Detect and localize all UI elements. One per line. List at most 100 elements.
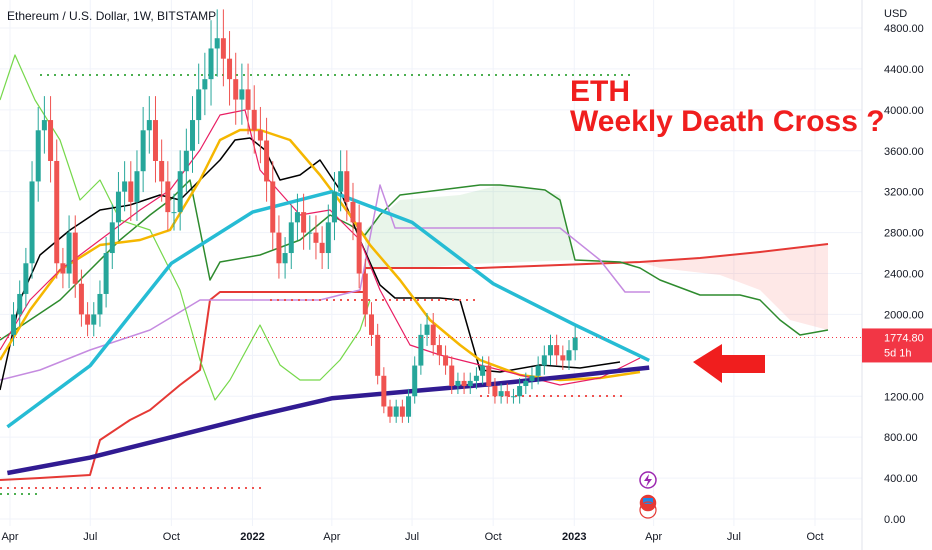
candle-body [455, 380, 461, 387]
candle-body [128, 181, 134, 202]
candle-body [196, 89, 202, 121]
candle-body [369, 314, 375, 335]
cloud-bearish [640, 244, 828, 330]
last-price-countdown: 5d 1h [884, 347, 912, 359]
kijun-line [0, 137, 621, 391]
candle-body [381, 375, 387, 407]
time-tick-label: Jul [405, 531, 419, 543]
candle-body [208, 48, 214, 80]
candle-body [566, 350, 572, 361]
price-axis: 0.00400.00800.001200.001600.002000.00240… [861, 0, 924, 550]
symbol-title[interactable]: Ethereum / U.S. Dollar, 1W, BITSTAMP [7, 9, 217, 23]
candle-body [85, 314, 91, 325]
time-tick-label: 2023 [562, 531, 586, 543]
candle-body [338, 171, 344, 192]
annotation-eth: ETH [570, 75, 630, 108]
candle-body [91, 314, 97, 325]
candle-body [72, 232, 78, 284]
candle-body [48, 120, 54, 161]
candle-body [282, 253, 288, 264]
candle-body [473, 375, 479, 381]
candle-body [97, 293, 103, 315]
candle-body [560, 355, 566, 361]
candle-body [492, 386, 498, 397]
candle-body [331, 191, 337, 223]
price-axis-currency: USD [884, 8, 907, 20]
annotation-death-cross: Weekly Death Cross ? [570, 105, 885, 138]
candle-body [449, 365, 455, 387]
candle-body [517, 386, 523, 397]
candle-body [467, 380, 473, 387]
candle-body [276, 232, 282, 264]
candle-body [362, 273, 368, 315]
candle-body [418, 334, 424, 366]
price-tick-label: 1200.00 [884, 391, 924, 403]
candle-body [461, 380, 467, 387]
candle-body [393, 406, 399, 417]
price-tick-label: 2800.00 [884, 228, 924, 240]
candle-body [325, 222, 331, 254]
candle-body [547, 345, 553, 356]
price-tick-label: 4800.00 [884, 23, 924, 35]
candle-body [313, 232, 319, 243]
candle-body [165, 181, 171, 213]
candle-body [159, 160, 165, 182]
last-price-value: 1774.80 [884, 332, 924, 344]
candle-body [424, 324, 430, 335]
price-tick-label: 2400.00 [884, 269, 924, 281]
span-b-line [0, 184, 650, 381]
candle-body [78, 283, 84, 315]
series-ma-50 [6, 189, 650, 429]
candle-body [171, 212, 177, 214]
candle-body [140, 130, 146, 172]
candle-body [344, 171, 350, 202]
candle-body [146, 120, 152, 131]
series-ma-200 [6, 365, 650, 476]
candle-body [510, 396, 516, 398]
candle-body [115, 191, 121, 223]
time-tick-label: 2022 [240, 531, 264, 543]
time-tick-label: Oct [485, 531, 502, 543]
candle-body [66, 232, 72, 274]
candle-body [319, 242, 325, 254]
candle-body [572, 337, 578, 351]
candle-body [103, 253, 109, 294]
price-tick-label: 400.00 [884, 473, 918, 485]
time-axis: Apr Jul Oct 2022 Apr Jul Oct 2023 Apr Jul Oct [1, 531, 823, 543]
time-tick-label: Apr [1, 531, 18, 543]
candle-body [541, 355, 547, 366]
candle-body [122, 181, 128, 192]
candle-body [498, 391, 504, 397]
price-tick-label: 800.00 [884, 432, 918, 444]
candle-body [177, 171, 183, 213]
candle-body [387, 406, 393, 417]
time-tick-label: Jul [727, 531, 741, 543]
candle-body [356, 222, 362, 274]
time-tick-label: Oct [163, 531, 180, 543]
candle-body [251, 109, 257, 131]
candle-body [294, 212, 300, 223]
candle-body [257, 130, 263, 141]
price-tick-label: 2000.00 [884, 309, 924, 321]
candles [11, 9, 578, 423]
candle-body [23, 263, 29, 294]
candle-body [486, 365, 492, 387]
candle-body [214, 38, 220, 49]
candle-body [443, 355, 449, 366]
candle-body [412, 365, 418, 397]
candle-body [35, 130, 41, 182]
grid [0, 0, 862, 526]
candle-body [270, 181, 276, 233]
time-tick-label: Apr [323, 531, 340, 543]
candle-body [399, 406, 405, 417]
candle-body [301, 212, 307, 233]
last-price-tag [862, 328, 932, 363]
candle-body [350, 201, 356, 223]
candle-body [535, 365, 541, 376]
candle-body [202, 79, 208, 90]
candle-body [554, 345, 560, 356]
candle-body [245, 89, 251, 110]
indicator-lines [0, 54, 829, 495]
